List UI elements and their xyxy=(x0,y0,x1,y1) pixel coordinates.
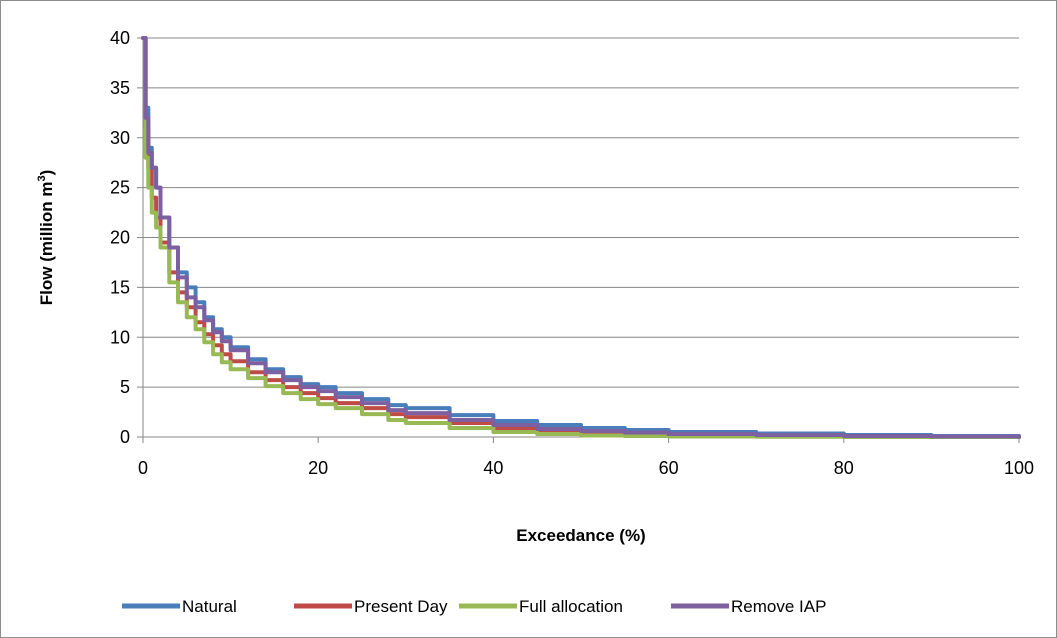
legend-item-natural: Natural xyxy=(122,597,237,616)
x-tick-label: 100 xyxy=(1004,458,1034,478)
legend-label: Natural xyxy=(182,597,237,616)
legend-item-full-allocation: Full allocation xyxy=(459,597,623,616)
legend-item-remove-iap: Remove IAP xyxy=(671,597,826,616)
tick-labels: 0 5 10 15 20 25 30 35 40 0 20 40 60 80 100 xyxy=(110,28,1034,478)
series-line-full-allocation xyxy=(141,36,1021,439)
y-axis-title-superscript: 3 xyxy=(36,175,48,181)
legend-label: Present Day xyxy=(354,597,448,616)
y-tick-label: 25 xyxy=(110,178,130,198)
legend-label: Full allocation xyxy=(519,597,623,616)
gridlines xyxy=(143,37,1019,388)
y-tick-label: 40 xyxy=(110,28,130,48)
y-axis-title: Flow (million m3) xyxy=(36,170,56,306)
y-tick-label: 30 xyxy=(110,128,130,148)
y-axis-title-close: ) xyxy=(37,170,56,176)
y-tick-label: 0 xyxy=(120,427,130,447)
y-axis-title-main: Flow (million m xyxy=(37,182,56,306)
y-tick-label: 20 xyxy=(110,228,130,248)
x-axis-title: Exceedance (%) xyxy=(516,526,645,545)
y-tick-label: 35 xyxy=(110,78,130,98)
x-tick-label: 0 xyxy=(138,458,148,478)
y-tick-label: 10 xyxy=(110,327,130,347)
x-tick-label: 60 xyxy=(659,458,679,478)
y-tick-label: 15 xyxy=(110,277,130,297)
y-tick-label: 5 xyxy=(120,377,130,397)
legend: Natural Present Day Full allocation Remove … xyxy=(122,597,826,616)
x-tick-label: 40 xyxy=(483,458,503,478)
legend-item-present-day: Present Day xyxy=(294,597,448,616)
series-line-remove-iap xyxy=(141,36,1021,439)
x-tick-label: 20 xyxy=(308,458,328,478)
x-tick-label: 80 xyxy=(834,458,854,478)
legend-label: Remove IAP xyxy=(731,597,826,616)
tick-marks xyxy=(137,37,1020,443)
series-lines xyxy=(141,36,1021,439)
